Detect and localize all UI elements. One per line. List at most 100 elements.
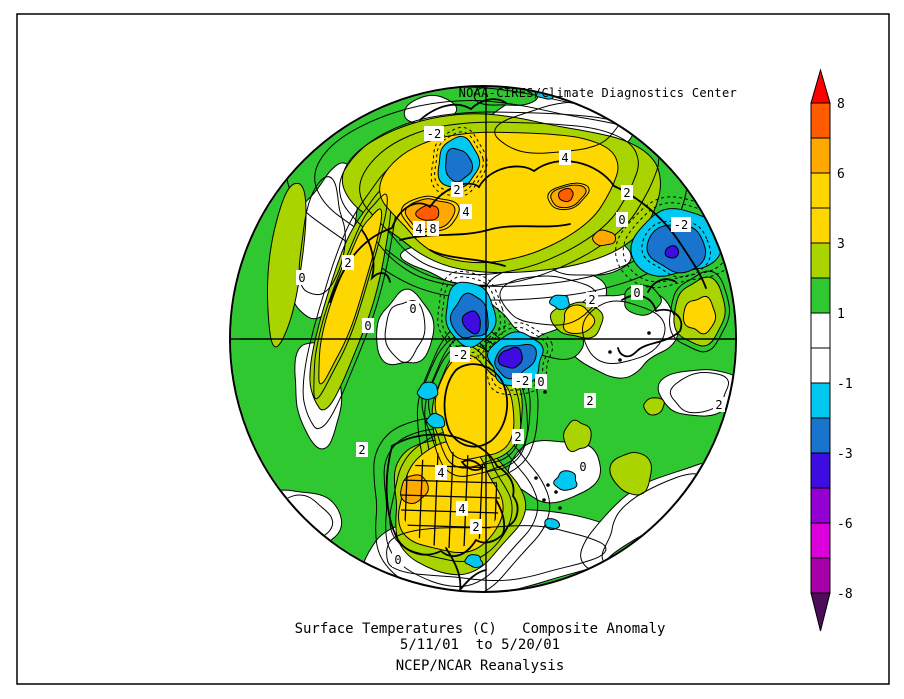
contour-ring [437, 270, 506, 360]
contour-label: 8 [429, 222, 436, 236]
island-dot [647, 331, 651, 335]
colorbar-tick-label: 1 [837, 307, 845, 322]
contour-label: 2 [358, 443, 365, 457]
figure-date-range: 5/11/01 to 5/20/01 [399, 637, 561, 653]
zero-contour-line [298, 176, 346, 296]
colorbar-segment [810, 207, 831, 244]
contour-label: 2 [453, 183, 460, 197]
anomaly-region-white [259, 489, 343, 554]
contour-label: 2 [472, 520, 479, 534]
anomaly-region-cyan [607, 102, 639, 121]
globe-outline [229, 85, 737, 593]
colorbar-tick-label: -3 [837, 447, 853, 462]
colorbar-segment [810, 347, 831, 384]
colorbar-segment [810, 487, 831, 524]
island-dot [554, 490, 558, 494]
anomaly-region-white [376, 288, 435, 366]
contour-ring [547, 182, 590, 211]
anomaly-region-cyan [416, 381, 439, 400]
anomaly-region-yellow-green [266, 182, 307, 348]
contour-label: 2 [514, 430, 521, 444]
contour-ring [668, 270, 731, 353]
colorbar: 8 6 3 1 -1 -3 -6 -8 [810, 68, 853, 632]
contour-label-box [470, 519, 482, 534]
anomaly-region-blue [445, 147, 474, 183]
zero-contour-line [384, 299, 426, 363]
colorbar-over-arrow [810, 68, 831, 104]
contour-ring [615, 196, 735, 289]
contour-ring [286, 87, 714, 301]
contour-ring [441, 276, 501, 354]
contour-label: 2 [715, 398, 722, 412]
contour-label: 4 [462, 205, 469, 219]
contour-label: 0 [364, 319, 371, 333]
colorbar-segment [810, 102, 831, 139]
contour-label-box [621, 185, 633, 200]
contour-label-box [356, 442, 368, 457]
coastline [399, 223, 571, 241]
contour-label-box [460, 204, 472, 219]
state-line [418, 452, 424, 548]
anomaly-region-cyan [553, 470, 578, 491]
contour-label-box [424, 126, 444, 141]
colorbar-segment [810, 312, 831, 349]
state-line [463, 452, 469, 548]
coastline [419, 98, 507, 121]
colorbar-tick-label: -8 [837, 587, 853, 602]
state-line [400, 464, 500, 469]
contour-label-box [512, 429, 524, 444]
island-dot [618, 358, 622, 362]
contour-label: -2 [427, 127, 441, 141]
coastline [329, 160, 707, 303]
contour-label: 2 [623, 186, 630, 200]
contour-label-box [296, 270, 308, 285]
coastline [361, 229, 391, 283]
contour-label: -2 [674, 218, 688, 232]
contour-ring [400, 195, 460, 233]
island-dot [546, 483, 550, 487]
zero-contour-line [582, 300, 666, 365]
anomaly-region-cyan [295, 530, 311, 543]
contour-ring [477, 322, 554, 396]
state-line [400, 494, 500, 499]
contour-label: 0 [298, 271, 305, 285]
contour-label-box [535, 374, 547, 389]
contour-label-box [584, 393, 596, 408]
credit-text: NOAA-CIRES/Climate Diagnostics Center [458, 86, 737, 100]
contour-ring [430, 126, 488, 197]
contour-label-box [435, 465, 447, 480]
colorbar-segment [810, 172, 831, 209]
figure-title: Surface Temperatures (C) Composite Anoma… [294, 621, 666, 637]
colorbar-segment [810, 557, 831, 594]
contour-label: 0 [409, 302, 416, 316]
anomaly-region-yellow-green [563, 419, 592, 453]
colorbar-tick-label: 8 [837, 97, 845, 112]
state-line [400, 524, 500, 529]
coastline [647, 278, 677, 293]
map-layers [231, 87, 735, 591]
coastline [385, 433, 519, 558]
colorbar-under-arrow [810, 592, 831, 632]
colorbar-tick-label: -6 [837, 517, 853, 532]
contour-ring [313, 193, 388, 400]
anomaly-region-orange [592, 229, 617, 247]
colorbar-segment [810, 277, 831, 314]
contour-label: 4 [437, 466, 444, 480]
island-dot [558, 506, 562, 510]
anomaly-region-cyan [464, 554, 484, 568]
contour-ring [434, 131, 484, 193]
contour-label-box [631, 285, 643, 300]
anomaly-region-yellow-green [643, 397, 665, 416]
zero-contour-line [499, 275, 598, 326]
contour-label-box [616, 212, 628, 227]
contour-label-box [671, 217, 691, 232]
colorbar-tick-label: 3 [837, 237, 845, 252]
coastline [617, 294, 683, 358]
contour-label-box [392, 552, 404, 567]
colorbar-segment [810, 242, 831, 279]
island-dot [543, 390, 547, 394]
contour-label: 2 [588, 293, 595, 307]
island-dot [534, 476, 538, 480]
